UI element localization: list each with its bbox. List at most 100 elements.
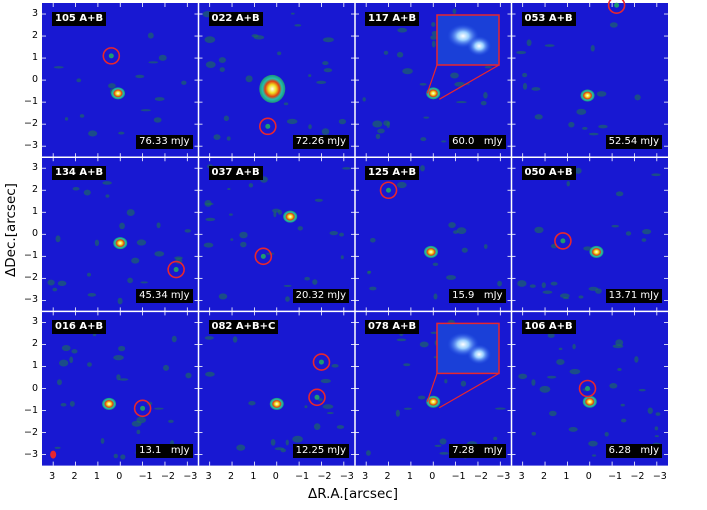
noise-blob <box>609 382 618 389</box>
y-tick-label: −2 <box>23 272 38 284</box>
noise-blob <box>531 431 536 436</box>
noise-blob <box>562 296 570 300</box>
noise-blob <box>86 272 91 277</box>
noise-blob <box>232 336 238 343</box>
noise-blob <box>531 87 541 91</box>
noise-blob <box>136 429 141 435</box>
y-tick-label: 1 <box>31 52 38 64</box>
noise-blob <box>615 191 624 197</box>
noise-blob <box>441 140 447 143</box>
noise-blob <box>203 242 214 248</box>
flux-label: 12.25 mJy <box>292 443 349 458</box>
noise-blob <box>286 118 298 125</box>
noise-blob <box>529 284 536 288</box>
y-tick-label: 2 <box>31 30 38 42</box>
y-tick-label: −2 <box>23 118 38 130</box>
noise-blob <box>321 128 330 136</box>
noise-blob <box>444 379 448 384</box>
panel-background <box>355 157 512 312</box>
source <box>426 395 441 408</box>
noise-blob <box>518 373 528 380</box>
noise-blob <box>366 450 371 456</box>
noise-blob <box>219 67 225 73</box>
noise-blob <box>541 282 546 289</box>
companion-source <box>173 267 179 273</box>
source <box>582 395 597 408</box>
noise-blob <box>136 239 147 246</box>
flux-label: 72.26 mJy <box>292 135 349 150</box>
noise-blob <box>326 412 334 415</box>
panel <box>355 3 512 158</box>
noise-blob <box>568 121 575 128</box>
noise-blob <box>495 407 506 410</box>
x-tick-label: −3 <box>339 470 354 482</box>
noise-blob <box>375 133 381 140</box>
noise-blob <box>403 363 411 367</box>
noise-blob <box>204 199 212 207</box>
x-tick-label: 0 <box>116 470 123 482</box>
noise-blob <box>131 420 142 427</box>
noise-blob <box>69 400 75 407</box>
noise-blob <box>154 251 165 257</box>
source <box>102 397 117 410</box>
noise-blob <box>229 213 233 216</box>
noise-blob <box>654 435 659 438</box>
noise-blob <box>583 246 593 251</box>
noise-blob <box>168 419 174 423</box>
noise-blob <box>204 336 214 340</box>
noise-blob <box>396 338 407 342</box>
noise-blob <box>609 22 618 28</box>
noise-blob <box>611 224 619 228</box>
noise-blob <box>126 209 135 216</box>
noise-blob <box>174 256 183 260</box>
noise-blob <box>403 407 412 410</box>
flux-label: 6.28 mJy <box>605 443 662 458</box>
noise-blob <box>171 335 177 343</box>
noise-blob <box>336 425 345 429</box>
noise-blob <box>367 270 371 275</box>
flux-label: 60.0 mJy <box>449 135 506 150</box>
y-tick-label: 1 <box>31 206 38 218</box>
noise-blob <box>395 409 400 417</box>
noise-blob <box>113 453 118 459</box>
noise-blob <box>213 134 221 140</box>
noise-blob <box>226 136 231 141</box>
noise-blob <box>582 126 588 130</box>
noise-blob <box>88 130 98 137</box>
x-tick-label: 0 <box>429 470 436 482</box>
noise-blob <box>625 231 632 236</box>
noise-blob <box>556 358 565 365</box>
panel-label: 082 A+B+C <box>208 320 279 335</box>
noise-blob <box>316 80 327 84</box>
x-tick-label: 3 <box>49 470 56 482</box>
noise-blob <box>314 198 323 202</box>
panel-label: 037 A+B <box>208 166 263 181</box>
noise-blob <box>135 74 145 79</box>
noise-blob <box>283 284 292 287</box>
panel-label: 117 A+B <box>365 12 420 26</box>
noise-blob <box>396 51 404 58</box>
noise-blob <box>331 364 339 368</box>
noise-blob <box>615 339 624 347</box>
noise-blob <box>322 37 334 43</box>
y-tick-label: 0 <box>31 228 38 240</box>
panel-label: 134 A+B <box>52 166 107 181</box>
noise-blob <box>566 180 570 187</box>
x-tick-label: 2 <box>228 470 235 482</box>
panel <box>355 157 512 312</box>
noise-blob <box>52 287 58 292</box>
noise-blob <box>308 124 312 130</box>
noise-blob <box>647 407 653 415</box>
panel-label: 016 A+B <box>52 320 107 335</box>
noise-blob <box>591 454 597 457</box>
noise-blob <box>544 44 555 47</box>
noise-blob <box>118 131 125 135</box>
y-tick-label: −3 <box>23 294 38 306</box>
noise-blob <box>402 68 413 75</box>
noise-blob <box>596 91 607 97</box>
x-tick-label: −1 <box>295 470 310 482</box>
noise-blob <box>240 241 247 248</box>
noise-blob <box>369 286 377 291</box>
panel <box>198 3 355 158</box>
